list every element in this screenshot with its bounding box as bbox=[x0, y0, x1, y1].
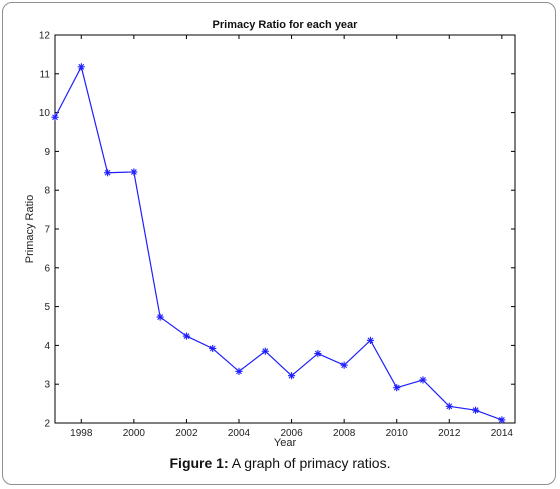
data-point bbox=[471, 406, 480, 414]
y-tick-label: 11 bbox=[40, 69, 51, 80]
y-tick-label: 10 bbox=[39, 108, 51, 119]
data-point bbox=[366, 336, 375, 344]
y-tick-label: 6 bbox=[44, 263, 50, 274]
caption-label: Figure 1: bbox=[169, 455, 229, 471]
data-point bbox=[498, 416, 506, 424]
data-point bbox=[156, 313, 164, 321]
data-point bbox=[340, 361, 348, 369]
figure-caption: Figure 1: A graph of primacy ratios. bbox=[0, 455, 560, 471]
x-tick-label: 2004 bbox=[228, 428, 251, 439]
caption-text: A graph of primacy ratios. bbox=[228, 455, 391, 471]
data-point bbox=[77, 63, 85, 71]
plot-area bbox=[54, 34, 516, 424]
x-tick-label: 2008 bbox=[333, 428, 356, 439]
x-tick-label: 1998 bbox=[70, 428, 93, 439]
y-tick-label: 4 bbox=[44, 341, 50, 352]
y-tick-label: 9 bbox=[44, 147, 50, 158]
x-tick-label: 2010 bbox=[386, 428, 409, 439]
data-point bbox=[103, 169, 112, 177]
x-tick-label: 2000 bbox=[123, 428, 146, 439]
x-tick-label: 2014 bbox=[491, 428, 514, 439]
x-tick-label: 2006 bbox=[280, 428, 303, 439]
chart-title: Primacy Ratio for each year bbox=[213, 19, 359, 31]
series-line bbox=[54, 65, 503, 421]
x-tick-label: 2012 bbox=[438, 428, 461, 439]
y-tick-label: 12 bbox=[39, 31, 51, 42]
data-point bbox=[235, 367, 243, 375]
data-point bbox=[287, 372, 296, 380]
y-tick-label: 2 bbox=[44, 419, 50, 430]
data-point bbox=[419, 376, 427, 384]
data-point bbox=[314, 349, 322, 358]
x-axis-label: Year bbox=[274, 437, 297, 449]
y-tick-label: 8 bbox=[44, 186, 50, 197]
data-point bbox=[130, 168, 138, 176]
data-point bbox=[182, 332, 191, 340]
data-point bbox=[209, 344, 217, 353]
y-tick-label: 3 bbox=[44, 380, 50, 391]
data-point bbox=[393, 384, 401, 392]
data-point bbox=[445, 402, 453, 410]
x-tick-label: 2002 bbox=[175, 428, 198, 439]
y-axis-label: Primacy Ratio bbox=[24, 195, 36, 263]
y-tick-label: 5 bbox=[44, 302, 50, 313]
data-point bbox=[261, 347, 269, 355]
y-tick-label: 7 bbox=[44, 225, 50, 236]
data-point bbox=[51, 113, 59, 121]
